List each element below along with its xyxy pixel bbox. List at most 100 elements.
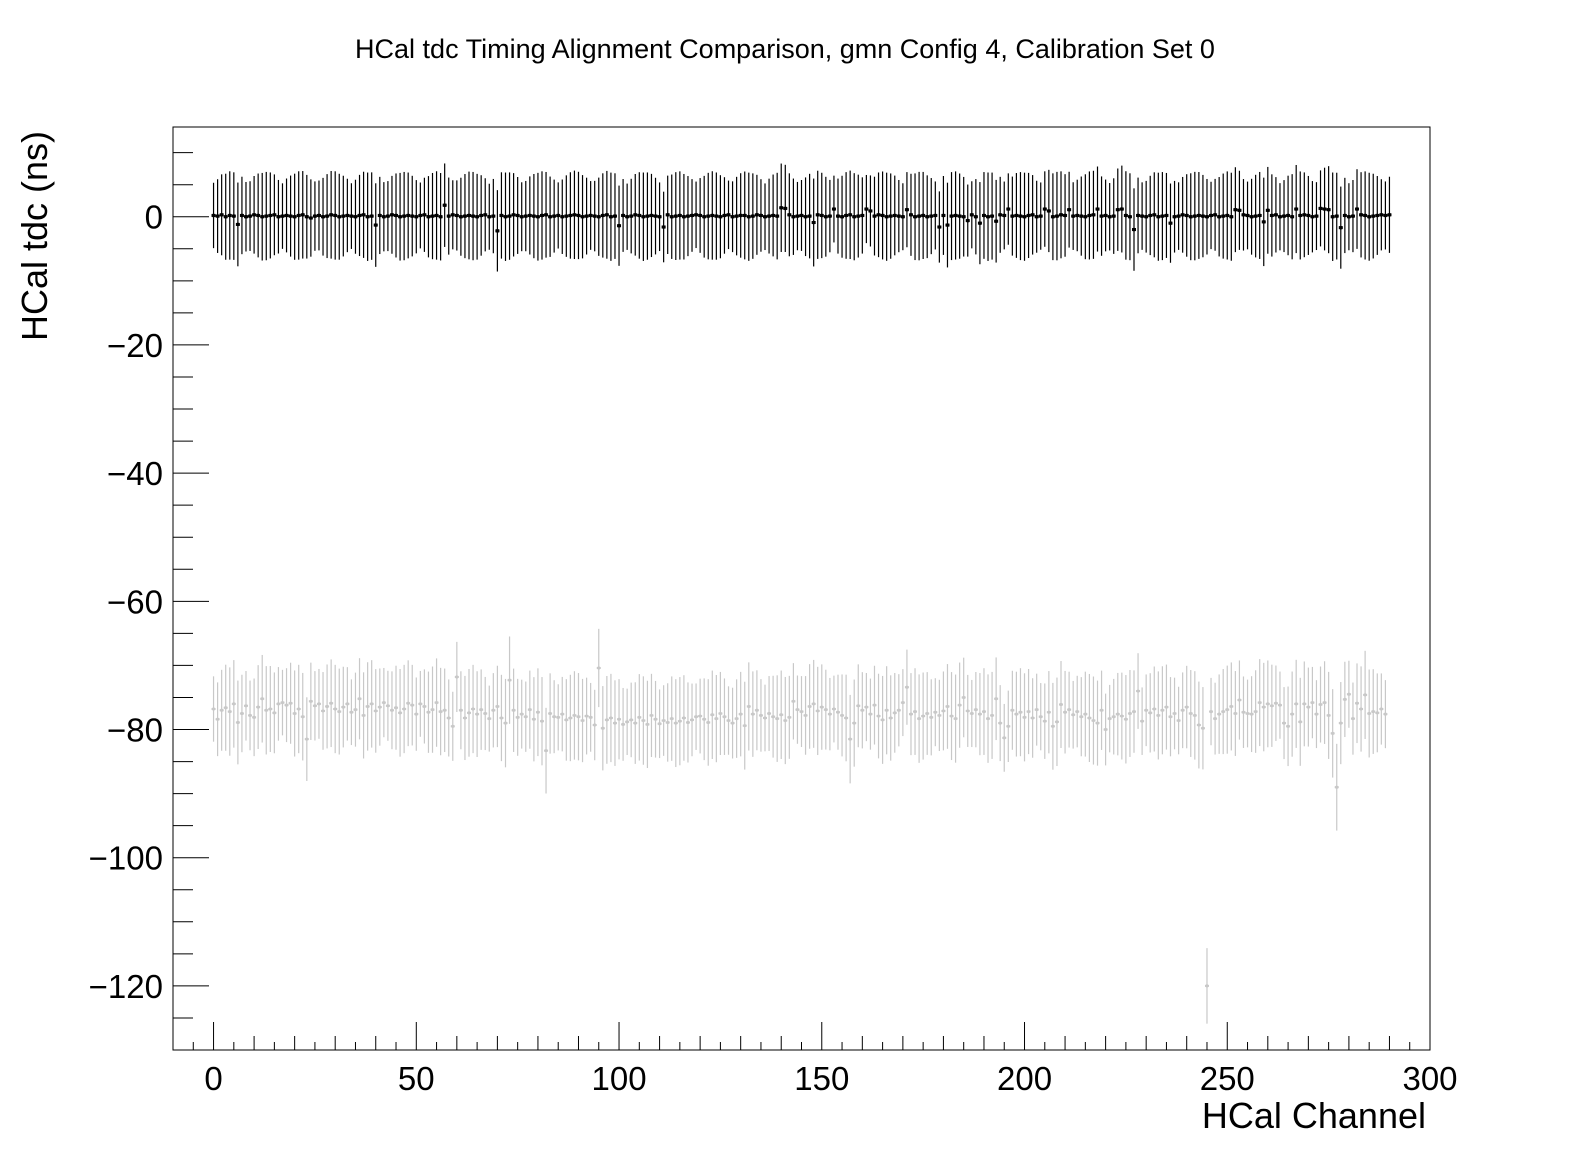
data-marker bbox=[581, 719, 584, 722]
data-marker bbox=[938, 714, 941, 717]
data-marker bbox=[577, 715, 580, 718]
data-marker bbox=[1327, 208, 1331, 212]
data-marker bbox=[1339, 722, 1342, 725]
data-marker bbox=[605, 718, 608, 721]
data-marker bbox=[771, 214, 775, 218]
data-marker bbox=[1315, 214, 1319, 218]
data-marker bbox=[650, 214, 654, 218]
data-marker bbox=[358, 697, 361, 700]
data-marker bbox=[232, 214, 236, 218]
data-marker bbox=[780, 713, 783, 716]
data-marker bbox=[508, 679, 511, 682]
data-marker bbox=[1096, 722, 1099, 725]
data-marker bbox=[423, 705, 426, 708]
data-marker bbox=[857, 704, 860, 707]
data-marker bbox=[1331, 215, 1335, 219]
data-marker bbox=[840, 215, 844, 219]
data-marker bbox=[1327, 714, 1330, 717]
data-marker bbox=[374, 223, 378, 227]
data-marker bbox=[613, 214, 617, 218]
data-marker bbox=[638, 214, 642, 218]
data-marker bbox=[779, 206, 783, 210]
data-marker bbox=[459, 709, 462, 712]
data-marker bbox=[1092, 719, 1095, 722]
data-marker bbox=[1027, 214, 1031, 218]
data-marker bbox=[536, 711, 539, 714]
data-marker bbox=[1384, 214, 1388, 218]
data-marker bbox=[224, 215, 228, 219]
data-marker bbox=[930, 716, 933, 719]
data-marker bbox=[719, 712, 722, 715]
data-marker bbox=[484, 712, 487, 715]
data-marker bbox=[504, 215, 508, 219]
y-axis-ticks: −120 −100 −80 −60 −40 −20 0 bbox=[89, 153, 209, 1050]
data-marker bbox=[836, 214, 840, 218]
data-marker bbox=[783, 207, 787, 211]
data-marker bbox=[443, 203, 447, 207]
data-marker bbox=[1019, 214, 1023, 218]
data-marker bbox=[670, 717, 673, 720]
data-marker bbox=[346, 214, 350, 218]
data-marker bbox=[1209, 710, 1212, 713]
data-marker bbox=[337, 215, 341, 219]
data-marker bbox=[1372, 710, 1375, 713]
data-marker bbox=[329, 213, 333, 217]
data-marker bbox=[1258, 214, 1262, 218]
data-marker bbox=[735, 214, 739, 218]
data-marker bbox=[743, 724, 746, 727]
data-marker bbox=[390, 213, 394, 217]
data-marker bbox=[1067, 208, 1071, 212]
data-marker bbox=[366, 215, 370, 219]
data-marker bbox=[386, 214, 390, 218]
data-marker bbox=[321, 709, 324, 712]
data-marker bbox=[1242, 711, 1245, 714]
data-marker bbox=[1371, 214, 1375, 218]
data-marker bbox=[362, 213, 366, 217]
data-marker bbox=[1222, 710, 1225, 713]
data-marker bbox=[467, 214, 471, 218]
data-marker bbox=[658, 722, 661, 725]
chart-title: HCal tdc Timing Alignment Comparison, gm… bbox=[355, 34, 1215, 64]
data-marker bbox=[317, 214, 321, 218]
data-marker bbox=[662, 719, 665, 722]
data-marker bbox=[970, 712, 973, 715]
data-marker bbox=[812, 221, 816, 225]
data-marker bbox=[1189, 712, 1192, 715]
data-marker bbox=[512, 709, 515, 712]
data-marker bbox=[739, 713, 742, 716]
data-marker bbox=[800, 214, 804, 218]
data-marker bbox=[244, 215, 248, 219]
data-marker bbox=[995, 697, 998, 700]
data-marker bbox=[297, 214, 301, 218]
data-marker bbox=[520, 713, 523, 716]
data-marker bbox=[447, 716, 450, 719]
y-tick-label: −60 bbox=[107, 583, 163, 620]
data-marker bbox=[706, 214, 710, 218]
data-marker bbox=[1193, 714, 1196, 717]
data-marker bbox=[544, 749, 547, 752]
data-marker bbox=[334, 707, 337, 710]
data-marker bbox=[816, 709, 819, 712]
data-marker bbox=[1311, 215, 1315, 219]
data-marker bbox=[589, 214, 593, 218]
data-marker bbox=[901, 215, 905, 219]
data-marker bbox=[767, 214, 771, 218]
data-marker bbox=[293, 215, 297, 219]
data-marker bbox=[617, 224, 621, 228]
data-marker bbox=[548, 215, 552, 219]
series-0 bbox=[212, 163, 1392, 271]
data-marker bbox=[1100, 214, 1104, 218]
data-marker bbox=[1359, 707, 1362, 710]
data-marker bbox=[751, 214, 755, 218]
data-marker bbox=[1319, 207, 1323, 211]
data-marker bbox=[1368, 712, 1371, 715]
data-marker bbox=[366, 705, 369, 708]
data-marker bbox=[609, 215, 613, 219]
data-marker bbox=[569, 214, 573, 218]
data-marker bbox=[257, 705, 260, 708]
data-marker bbox=[873, 704, 876, 707]
data-marker bbox=[962, 215, 966, 219]
data-marker bbox=[553, 715, 556, 718]
data-marker bbox=[1335, 786, 1338, 789]
data-marker bbox=[986, 717, 989, 720]
